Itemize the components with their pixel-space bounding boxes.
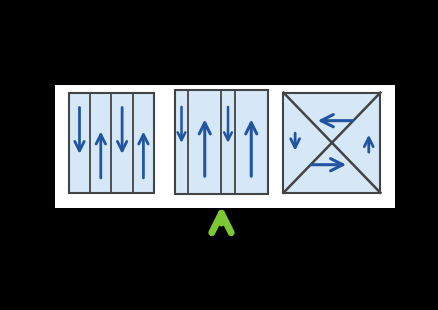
Text: B: B xyxy=(228,212,237,225)
Bar xyxy=(69,93,154,193)
Bar xyxy=(175,90,267,193)
Bar xyxy=(55,85,394,208)
Bar xyxy=(283,93,379,193)
